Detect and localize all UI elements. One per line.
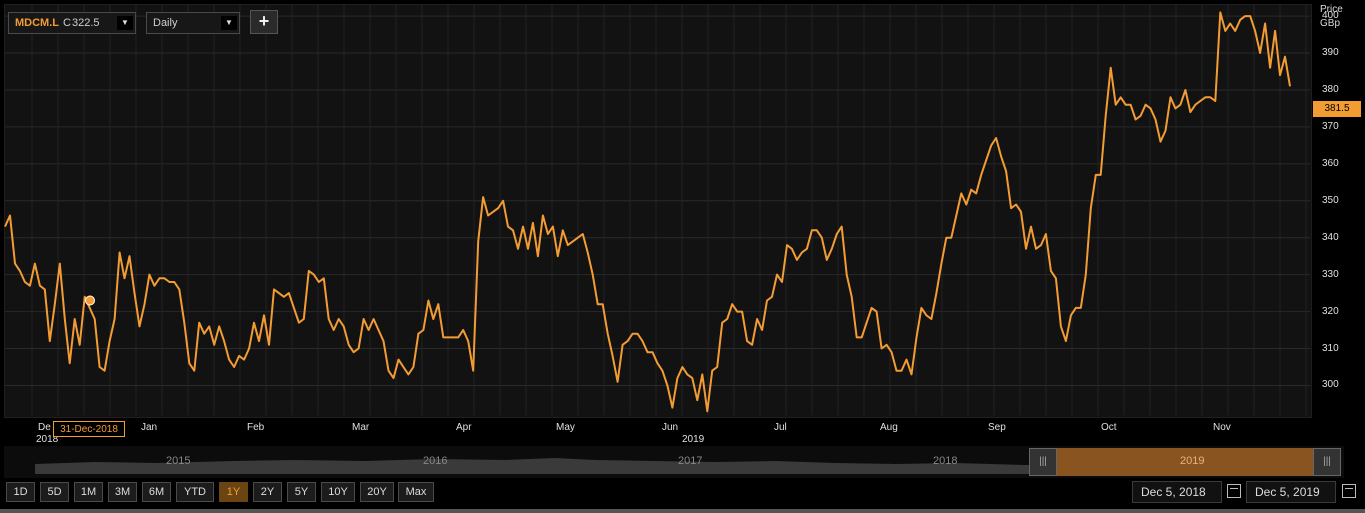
y-tick-label: 370 — [1322, 120, 1339, 132]
grid-lines — [5, 5, 1310, 415]
navigator-right-handle[interactable]: ||| — [1313, 448, 1341, 476]
y-tick-label: 390 — [1322, 47, 1339, 59]
close-value: 322.5 — [72, 17, 100, 29]
calendar-icon[interactable] — [1342, 484, 1356, 498]
range-1m-button[interactable]: 1M — [74, 482, 103, 502]
calendar-icon[interactable] — [1227, 484, 1241, 498]
x-label-may: May — [556, 422, 575, 433]
y-tick-label: 400 — [1322, 10, 1339, 22]
x-label-mar: Mar — [352, 422, 370, 433]
y-tick-label: 360 — [1322, 157, 1339, 169]
navigator-year-2016: 2016 — [423, 455, 448, 467]
range-10y-button[interactable]: 10Y — [321, 482, 355, 502]
hover-marker — [85, 295, 95, 306]
range-3m-button[interactable]: 3M — [108, 482, 137, 502]
x-label-jun: Jun — [662, 422, 679, 433]
x-label-jul: Jul — [774, 422, 787, 433]
date-from-field[interactable]: Dec 5, 2018 — [1132, 481, 1222, 503]
y-axis-title-unit: GBp — [1320, 18, 1341, 29]
date-to-field[interactable]: Dec 5, 2019 — [1246, 481, 1336, 503]
x-label-2019: 2019 — [682, 434, 705, 445]
y-tick-label: 300 — [1322, 379, 1339, 391]
bottom-divider — [0, 509, 1365, 513]
last-price-badge: 381.5 — [1313, 101, 1361, 117]
x-label-sep: Sep — [988, 422, 1006, 433]
navigator-year-2018: 2018 — [933, 455, 958, 467]
price-line — [4, 11, 1291, 413]
y-axis-title-price: Price — [1320, 4, 1343, 15]
interval-selector[interactable]: Daily ▼ — [146, 12, 240, 34]
navigator-area — [35, 458, 1035, 474]
hover-date-label: 31-Dec-2018 — [53, 421, 125, 437]
range-5d-button[interactable]: 5D — [40, 482, 69, 502]
close-prefix: C — [63, 17, 71, 29]
x-label-feb: Feb — [247, 422, 265, 433]
x-label-jan: Jan — [141, 422, 158, 433]
y-tick-label: 310 — [1322, 342, 1339, 354]
navigator-selection[interactable] — [1057, 448, 1313, 476]
x-label-aug: Aug — [880, 422, 898, 433]
range-2y-button[interactable]: 2Y — [253, 482, 282, 502]
range-ytd-button[interactable]: YTD — [176, 482, 214, 502]
navigator-year-2019: 2019 — [1180, 455, 1205, 467]
navigator-year-2017: 2017 — [678, 455, 703, 467]
x-label-2018: 2018 — [36, 434, 59, 445]
y-tick-label: 330 — [1322, 268, 1339, 280]
range-max-button[interactable]: Max — [398, 482, 434, 502]
add-series-button[interactable]: + — [250, 10, 278, 34]
chevron-down-icon[interactable]: ▼ — [117, 16, 133, 30]
navigator-left-handle[interactable]: ||| — [1029, 448, 1057, 476]
chevron-down-icon[interactable]: ▼ — [221, 16, 237, 30]
y-tick-label: 380 — [1322, 83, 1339, 95]
range-1d-button[interactable]: 1D — [6, 482, 35, 502]
range-6m-button[interactable]: 6M — [142, 482, 171, 502]
x-label-oct: Oct — [1101, 422, 1117, 433]
y-tick-label: 320 — [1322, 305, 1339, 317]
range-1y-button[interactable]: 1Y — [219, 482, 248, 502]
range-5y-button[interactable]: 5Y — [287, 482, 316, 502]
symbol-selector[interactable]: MDCM.L C 322.5 ▼ — [8, 12, 136, 34]
interval-label: Daily — [153, 17, 178, 29]
y-tick-label: 340 — [1322, 231, 1339, 243]
x-label-dec: De — [38, 422, 51, 433]
y-tick-label: 350 — [1322, 194, 1339, 206]
navigator-year-2015: 2015 — [166, 455, 191, 467]
x-label-nov: Nov — [1213, 422, 1231, 433]
x-label-apr: Apr — [456, 422, 472, 433]
range-20y-button[interactable]: 20Y — [360, 482, 394, 502]
symbol-label: MDCM.L — [15, 17, 59, 29]
